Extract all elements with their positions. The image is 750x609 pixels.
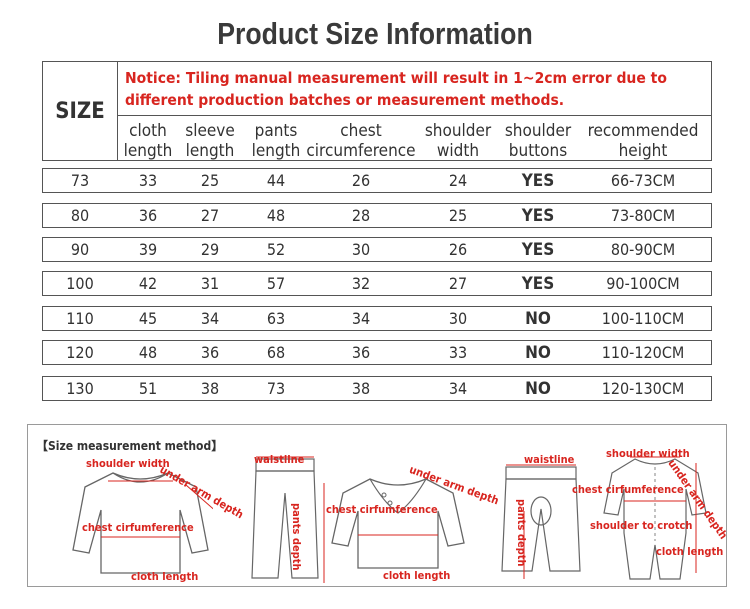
- cell-cloth: 48: [138, 343, 158, 362]
- romper-sketch-icon: [603, 456, 707, 580]
- cell-height: 120-130CM: [601, 379, 685, 398]
- table-row: 120 48 36 68 36 33 NO 110-120CM: [42, 340, 712, 365]
- cell-size: 110: [66, 309, 94, 328]
- measurement-method-panel: 【Size measurement method】 shoulder width…: [27, 424, 730, 587]
- label-shoulder-to-crotch: shoulder to crotch: [590, 519, 693, 532]
- cell-chest: 34: [351, 309, 371, 328]
- cell-chest: 32: [351, 274, 371, 293]
- cell-sleeve: 25: [200, 171, 220, 190]
- cell-chest: 26: [351, 171, 371, 190]
- cell-chest: 30: [351, 240, 371, 259]
- button-top-sketch-icon: [331, 478, 465, 569]
- label-shoulder-width-1: shoulder width: [86, 457, 170, 470]
- label-shoulder-width-2: shoulder width: [606, 447, 690, 460]
- size-header: SIZE: [43, 62, 118, 160]
- cell-sleeve: 29: [200, 240, 220, 259]
- cell-sleeve: 38: [200, 379, 220, 398]
- notice-cell: Notice: Tiling manual measurement will r…: [117, 62, 711, 116]
- label-cloth-length-2: cloth length: [383, 569, 451, 582]
- col-header-recommended-height: recommended height: [587, 121, 699, 161]
- cell-shoulder: 27: [448, 274, 468, 293]
- cell-height: 110-120CM: [601, 343, 685, 362]
- cell-cloth: 33: [138, 171, 158, 190]
- cell-sleeve: 34: [200, 309, 220, 328]
- cell-pants: 57: [266, 274, 286, 293]
- cell-buttons: YES: [521, 274, 555, 294]
- cell-chest: 38: [351, 379, 371, 398]
- cell-size: 73: [70, 171, 90, 190]
- cell-size: 130: [66, 379, 94, 398]
- cell-pants: 52: [266, 240, 286, 259]
- table-row: 130 51 38 73 38 34 NO 120-130CM: [42, 376, 712, 401]
- cell-buttons: YES: [521, 171, 555, 191]
- cell-shoulder: 30: [448, 309, 468, 328]
- cell-sleeve: 36: [200, 343, 220, 362]
- label-cloth-length-1: cloth length: [131, 570, 199, 583]
- col-header-shoulder-buttons: shoulder buttons: [504, 121, 572, 161]
- cell-cloth: 39: [138, 240, 158, 259]
- cell-cloth: 42: [138, 274, 158, 293]
- label-pants-depth-2: pants depth: [515, 499, 528, 567]
- table-row: 73 33 25 44 26 24 YES 66-73CM: [42, 168, 712, 193]
- size-table-header: SIZE Notice: Tiling manual measurement w…: [42, 61, 712, 161]
- label-pants-depth-1: pants depth: [290, 503, 303, 571]
- cell-cloth: 36: [138, 206, 158, 225]
- cell-buttons: YES: [521, 206, 555, 226]
- cell-sleeve: 31: [200, 274, 220, 293]
- cell-buttons: NO: [525, 309, 551, 329]
- cell-height: 90-100CM: [606, 274, 680, 293]
- label-waistline-1: waistline: [254, 453, 305, 466]
- table-row: 80 36 27 48 28 25 YES 73-80CM: [42, 203, 712, 228]
- cell-shoulder: 26: [448, 240, 468, 259]
- notice-text: Notice: Tiling manual measurement will r…: [125, 69, 667, 109]
- col-header-shoulder-width: shoulder width: [424, 121, 492, 161]
- cell-pants: 63: [266, 309, 286, 328]
- cell-height: 80-90CM: [610, 240, 676, 259]
- cell-size: 120: [66, 343, 94, 362]
- cell-size: 80: [70, 206, 90, 225]
- cell-pants: 68: [266, 343, 286, 362]
- table-row: 90 39 29 52 30 26 YES 80-90CM: [42, 237, 712, 262]
- col-header-pants-length: pants length: [251, 121, 301, 161]
- pants-sketch-icon: [251, 456, 325, 583]
- cell-height: 73-80CM: [610, 206, 676, 225]
- cell-size: 100: [66, 274, 94, 293]
- cell-size: 90: [70, 240, 90, 259]
- top-sketch-icon: [72, 472, 213, 574]
- cell-height: 100-110CM: [601, 309, 685, 328]
- label-cloth-length-3: cloth length: [656, 545, 724, 558]
- cell-chest: 28: [351, 206, 371, 225]
- cell-sleeve: 27: [200, 206, 220, 225]
- cell-shoulder: 34: [448, 379, 468, 398]
- method-title: 【Size measurement method】: [36, 439, 224, 453]
- page-title: Product Size Information: [217, 16, 533, 51]
- cell-shoulder: 33: [448, 343, 468, 362]
- table-row: 100 42 31 57 32 27 YES 90-100CM: [42, 271, 712, 296]
- cell-pants: 48: [266, 206, 286, 225]
- cell-pants: 73: [266, 379, 286, 398]
- col-header-sleeve-length: sleeve length: [185, 121, 235, 161]
- cell-buttons: NO: [525, 343, 551, 363]
- cell-buttons: YES: [521, 240, 555, 260]
- cell-cloth: 51: [138, 379, 158, 398]
- table-row: 110 45 34 63 34 30 NO 100-110CM: [42, 306, 712, 331]
- label-waistline-2: waistline: [524, 453, 575, 466]
- label-chest-1: chest cirfumference: [82, 521, 194, 534]
- cell-shoulder: 25: [448, 206, 468, 225]
- cell-cloth: 45: [138, 309, 158, 328]
- label-chest-3: chest cirfumference: [572, 483, 684, 496]
- cell-chest: 36: [351, 343, 371, 362]
- cell-pants: 44: [266, 171, 286, 190]
- col-header-chest-circumference: chest circumference: [306, 121, 416, 161]
- short-pants-sketch-icon: [501, 464, 581, 579]
- cell-buttons: NO: [525, 379, 551, 399]
- col-header-cloth-length: cloth length: [123, 121, 173, 161]
- label-chest-2: chest cirfumference: [326, 503, 438, 516]
- cell-shoulder: 24: [448, 171, 468, 190]
- cell-height: 66-73CM: [610, 171, 676, 190]
